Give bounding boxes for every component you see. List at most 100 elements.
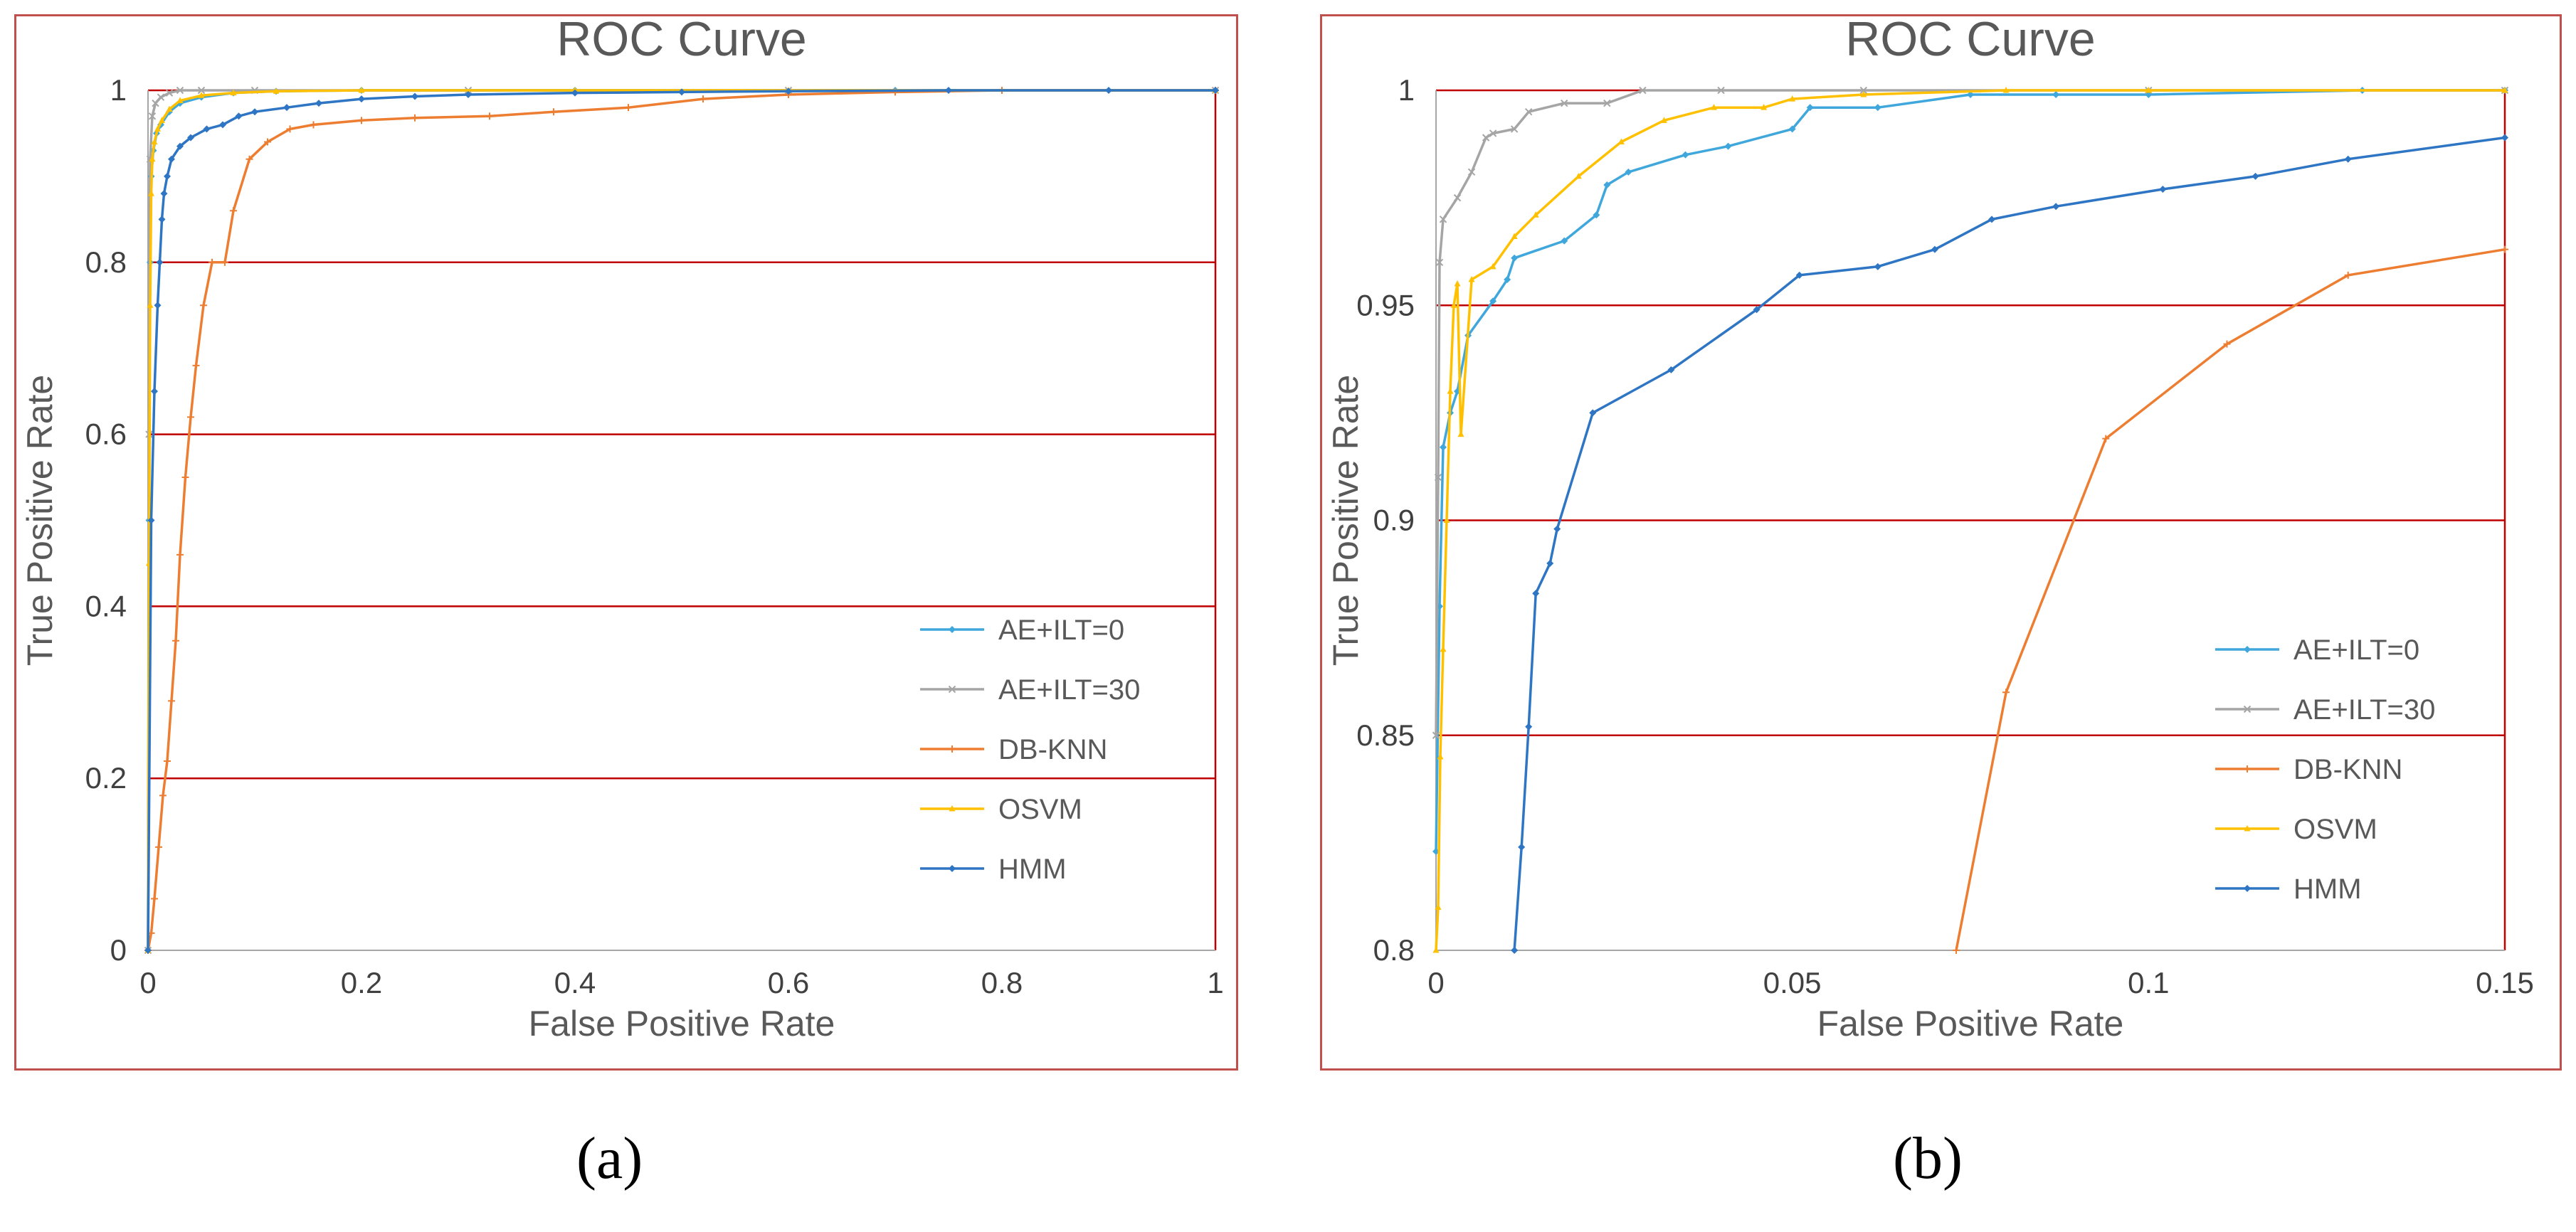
marker-a-hmm-25 — [1212, 87, 1219, 94]
marker-a-db-knn-15 — [230, 207, 237, 215]
marker-a-hmm-19 — [465, 91, 472, 99]
marker-a-db-knn-24 — [625, 104, 632, 112]
legend-item-a-ae-ilt-30: AE+ILT=30 — [920, 674, 1140, 706]
marker-b-ae-ilt-30-12 — [1639, 86, 1647, 95]
legend-item-a-db-knn: DB-KNN — [920, 734, 1107, 765]
marker-a-hmm-24 — [1105, 87, 1112, 94]
marker-b-osvm-12 — [1532, 211, 1539, 218]
marker-b-osvm-0 — [1432, 947, 1440, 953]
marker-b-hmm-9 — [1795, 271, 1803, 279]
marker-b-db-knn-4 — [2344, 271, 2352, 279]
roc-chart-panel-a: ROC Curve 0 0.2 0.4 0.6 0.8 1 0 0.2 0.4 0.6 0.8 1 Fal… — [14, 14, 1238, 1071]
x-tick-label-a-0: 0 — [139, 966, 156, 999]
marker-b-hmm-8 — [1753, 306, 1761, 314]
marker-a-db-knn-4 — [159, 792, 167, 800]
marker-b-ae-ilt-30-3 — [1439, 216, 1447, 223]
chart-title-a: ROC Curve — [556, 16, 806, 66]
marker-b-ae-ilt-0-2 — [1440, 443, 1447, 451]
subfigure-label-b: (b) — [1893, 1125, 1963, 1191]
marker-b-osvm-6 — [1450, 302, 1457, 308]
marker-b-ae-ilt-0-19 — [2052, 91, 2060, 99]
marker-b-hmm-7 — [1667, 366, 1675, 373]
marker-b-hmm-0 — [1511, 947, 1519, 954]
legend-label-a-db-knn: DB-KNN — [998, 734, 1107, 765]
marker-b-ae-ilt-30-legend — [2243, 705, 2252, 713]
marker-b-ae-ilt-30-11 — [1603, 99, 1611, 107]
x-tick-label-b-2: 0.1 — [2128, 966, 2169, 999]
marker-b-ae-ilt-0-8 — [1511, 254, 1519, 262]
legend-label-b-osvm: OSVM — [2293, 814, 2377, 845]
marker-b-hmm-17 — [2501, 134, 2508, 142]
marker-b-osvm-22 — [2501, 87, 2508, 93]
x-tick-label-b-1: 0.05 — [1763, 966, 1822, 999]
marker-b-db-knn-2 — [2102, 435, 2110, 442]
legend-label-b-hmm: HMM — [2293, 873, 2362, 905]
marker-a-osvm-10 — [198, 92, 205, 98]
marker-b-ae-ilt-30-4 — [1453, 193, 1462, 202]
y-tick-label-a-4: 0.8 — [85, 245, 127, 279]
legend-item-a-ae-ilt-0: AE+ILT=0 — [920, 615, 1124, 646]
marker-a-ae-ilt-30-4 — [152, 99, 159, 107]
marker-b-ae-ilt-30-8 — [1510, 125, 1519, 133]
marker-a-hmm-legend — [949, 865, 956, 872]
marker-a-hmm-7 — [164, 172, 171, 180]
marker-a-hmm-0 — [144, 947, 152, 954]
series-line-b-db-knn — [1955, 248, 2506, 951]
marker-a-hmm-9 — [176, 142, 184, 150]
marker-b-hmm-16 — [2344, 155, 2352, 163]
marker-b-osvm-14 — [1617, 138, 1625, 145]
marker-b-ae-ilt-30-1 — [1434, 473, 1442, 482]
marker-b-hmm-12 — [1988, 216, 1996, 223]
marker-a-osvm-6 — [154, 125, 161, 132]
marker-b-ae-ilt-30-7 — [1489, 129, 1497, 137]
legend-label-b-db-knn: DB-KNN — [2293, 754, 2402, 785]
series-line-a-db-knn — [147, 89, 1215, 951]
marker-b-ae-ilt-30-9 — [1524, 108, 1533, 116]
marker-a-ae-ilt-30-legend — [948, 685, 956, 694]
marker-b-ae-ilt-0-6 — [1489, 297, 1497, 305]
x-tick-label-b-3: 0.15 — [2476, 966, 2534, 999]
marker-a-db-knn-8 — [176, 551, 184, 558]
marker-b-db-knn-3 — [2223, 340, 2231, 348]
marker-a-hmm-18 — [411, 92, 418, 100]
legend-item-a-osvm: OSVM — [920, 794, 1082, 825]
y-tick-label-b-4: 1 — [1398, 73, 1415, 107]
legend-label-a-ae-ilt-30: AE+ILT=30 — [998, 674, 1140, 706]
legend-item-b-ae-ilt-30: AE+ILT=30 — [2215, 694, 2435, 726]
marker-a-db-knn-13 — [208, 258, 216, 266]
legend-item-b-db-knn: DB-KNN — [2215, 754, 2402, 785]
subfigure-label-a: (a) — [576, 1125, 643, 1191]
marker-b-ae-ilt-30-6 — [1482, 134, 1490, 142]
marker-b-ae-ilt-0-14 — [1724, 142, 1732, 150]
marker-a-ae-ilt-30-6 — [165, 89, 174, 97]
marker-a-hmm-2 — [151, 388, 158, 395]
marker-b-ae-ilt-30-10 — [1561, 99, 1568, 107]
marker-b-ae-ilt-0-9 — [1561, 237, 1568, 245]
marker-a-db-knn-22 — [486, 112, 493, 120]
marker-a-osvm-2 — [147, 302, 154, 308]
marker-b-db-knn-1 — [2002, 689, 2010, 696]
y-axis-label-a: True Positive Rate — [20, 375, 60, 666]
legend-item-b-osvm: OSVM — [2215, 814, 2377, 845]
marker-a-db-knn-12 — [200, 302, 207, 309]
marker-a-ae-ilt-0-legend — [949, 626, 956, 633]
marker-a-osvm-legend — [949, 805, 956, 812]
marker-a-hmm-11 — [203, 125, 211, 133]
roc-chart-b: ROC Curve 0 0.05 0.1 0.15 0.8 0.85 0.9 0.95 1 Fals… — [1326, 16, 2534, 1044]
legend-item-b-hmm: HMM — [2215, 873, 2362, 905]
x-tick-label-a-5: 1 — [1207, 966, 1223, 999]
series-b-ae-ilt-30 — [1432, 86, 2509, 739]
marker-a-osvm-13 — [358, 87, 365, 93]
marker-b-hmm-legend — [2244, 885, 2251, 892]
marker-b-osvm-13 — [1575, 172, 1582, 179]
marker-a-db-knn-5 — [164, 758, 171, 765]
x-axis-label-b: False Positive Rate — [1817, 1004, 2124, 1044]
y-tick-label-a-5: 1 — [110, 73, 127, 107]
marker-b-hmm-6 — [1589, 409, 1597, 417]
marker-a-hmm-12 — [219, 121, 226, 129]
marker-b-osvm-9 — [1468, 275, 1475, 282]
legend-label-b-ae-ilt-0: AE+ILT=0 — [2293, 634, 2419, 666]
marker-b-ae-ilt-30-0 — [1432, 731, 1440, 739]
marker-b-ae-ilt-0-12 — [1625, 168, 1632, 176]
marker-a-db-knn-14 — [221, 258, 228, 266]
